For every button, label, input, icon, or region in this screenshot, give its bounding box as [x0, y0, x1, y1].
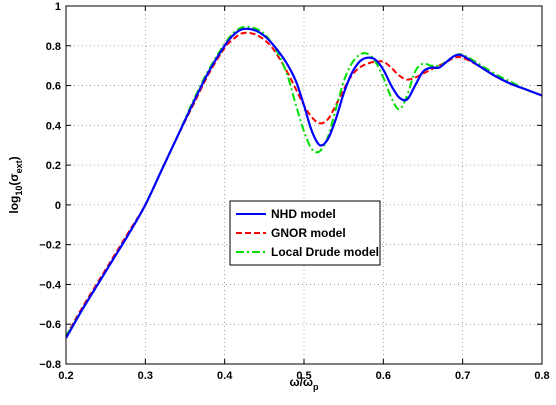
legend-label-nhd: NHD model	[271, 207, 336, 221]
y-axis-label-mid: (σ	[7, 173, 21, 185]
x-axis-label-sub: p	[313, 382, 319, 392]
y-tick-label: 1	[55, 1, 61, 13]
y-tick-labels: −0.8 −0.6 −0.4 −0.2 0 0.2 0.4 0.6 0.8 1	[39, 1, 62, 371]
x-tick-label: 0.4	[217, 370, 233, 382]
x-tick-label: 0.7	[455, 370, 470, 382]
x-tick-label: 0.8	[534, 370, 549, 382]
y-axis-label-sub2: ext	[14, 160, 24, 173]
legend-label-gnor: GNOR model	[271, 226, 346, 240]
y-tick-label: 0	[55, 200, 61, 212]
y-axis-label-end: )	[7, 156, 21, 160]
x-tick-label: 0.3	[138, 370, 153, 382]
y-tick-label: 0.4	[46, 120, 62, 132]
y-axis-label-main: log	[7, 196, 21, 214]
y-tick-label: 0.8	[46, 41, 61, 53]
x-axis-label-main: ω/ω	[289, 375, 313, 389]
series-layer	[66, 25, 542, 339]
y-tick-label: −0.4	[39, 279, 62, 291]
x-tick-labels: 0.2 0.3 0.4 0.5 0.6 0.7 0.8	[58, 370, 549, 382]
y-tick-label: 0.2	[46, 160, 61, 172]
grid	[66, 6, 542, 364]
y-axis-label: log10(σext)	[7, 156, 24, 213]
legend: NHD model GNOR model Local Drude model	[229, 200, 381, 266]
x-axis-label: ω/ωp	[289, 375, 319, 392]
y-tick-label: −0.6	[39, 319, 61, 331]
y-tick-label: −0.8	[39, 359, 61, 371]
y-axis-label-sub1: 10	[14, 186, 24, 196]
ticks	[65, 5, 543, 365]
series-line-0	[66, 27, 542, 339]
legend-label-drude: Local Drude model	[271, 245, 379, 259]
y-tick-label: 0.6	[46, 81, 61, 93]
y-tick-label: −0.2	[39, 240, 61, 252]
x-tick-label: 0.5	[296, 370, 311, 382]
plot-background	[66, 6, 542, 364]
x-tick-label: 0.6	[376, 370, 391, 382]
x-tick-label: 0.2	[58, 370, 73, 382]
